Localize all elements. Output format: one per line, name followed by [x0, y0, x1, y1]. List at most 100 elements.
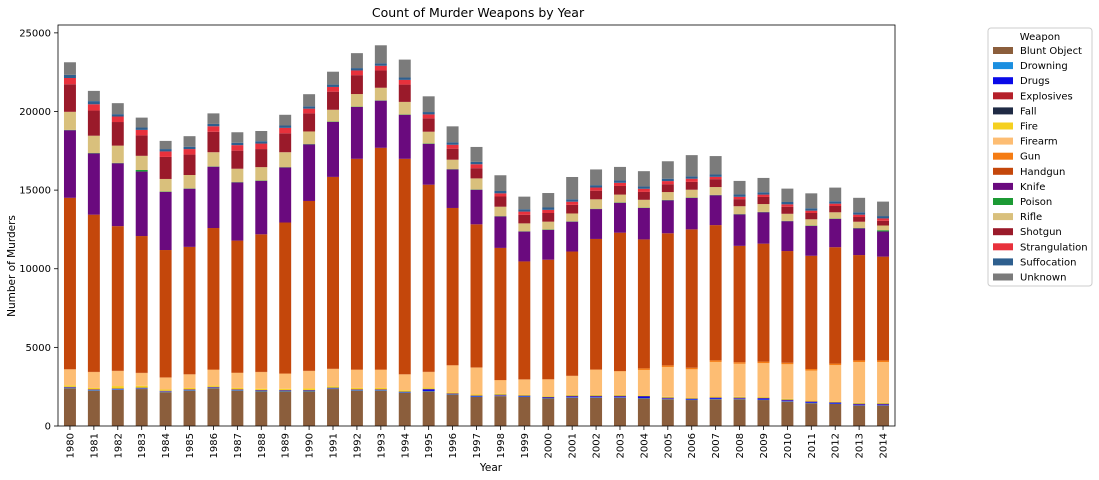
bar-segment-suffocation-2007 [709, 174, 722, 177]
legend-label-blunt-object: Blunt Object [1020, 46, 1082, 57]
x-tick-label: 1984 [161, 433, 172, 458]
bar-segment-suffocation-1997 [470, 161, 483, 165]
bar-segment-unknown-1997 [470, 146, 483, 162]
bar-segment-drugs-2004 [637, 396, 650, 399]
bar-segment-gun-2006 [685, 367, 698, 370]
bar-segment-handgun-2009 [757, 243, 770, 362]
bar-segment-knife-2011 [805, 225, 818, 256]
bar-segment-shotgun-1988 [255, 149, 268, 168]
x-tick-label: 1990 [305, 433, 316, 458]
bar-segment-handgun-1985 [183, 246, 196, 375]
x-tick-label: 2007 [711, 433, 722, 458]
bars-group [63, 45, 890, 426]
bar-segment-suffocation-2011 [805, 208, 818, 211]
bar-segment-rifle-2009 [757, 204, 770, 212]
bar-segment-rifle-1992 [350, 94, 363, 107]
bar-segment-handgun-2004 [637, 239, 650, 369]
bar-segment-strangulation-1997 [470, 164, 483, 169]
bar-segment-suffocation-1996 [446, 142, 459, 145]
bar-segment-suffocation-1986 [207, 123, 220, 127]
legend-swatch-unknown [993, 273, 1013, 281]
legend-swatch-drowning [993, 62, 1013, 70]
bar-segment-fire-1981 [87, 387, 100, 390]
bar-segment-blunt-object-2005 [661, 399, 674, 426]
bar-segment-shotgun-2014 [877, 220, 890, 226]
bar-segment-handgun-2002 [590, 238, 603, 370]
bar-segment-shotgun-2012 [829, 206, 842, 213]
y-tick-label: 25000 [19, 28, 51, 39]
bar-segment-drugs-2001 [566, 396, 579, 398]
bar-segment-fire-1998 [494, 393, 507, 395]
legend-swatch-blunt-object [993, 47, 1013, 54]
x-tick-label: 2001 [568, 433, 579, 458]
bar-segment-fire-2012 [829, 401, 842, 403]
bar-segment-fire-2008 [733, 396, 746, 398]
bar-segment-shotgun-2011 [805, 213, 818, 220]
bar-segment-knife-1987 [231, 182, 244, 241]
x-tick-label: 2013 [855, 433, 866, 458]
bar-segment-firearm-1989 [279, 373, 292, 389]
bar-segment-unknown-1992 [350, 53, 363, 69]
bar-segment-blunt-object-1981 [87, 390, 100, 426]
bar-segment-shotgun-2003 [614, 185, 626, 195]
bar-segment-rifle-1987 [231, 168, 244, 183]
bar-segment-firearm-2007 [709, 361, 722, 397]
bar-segment-firearm-2005 [661, 366, 674, 397]
bar-segment-strangulation-2008 [733, 196, 746, 200]
bar-segment-strangulation-1996 [446, 144, 459, 149]
x-tick-label: 1982 [113, 433, 124, 458]
bar-segment-shotgun-1991 [327, 91, 339, 110]
legend-swatch-handgun [993, 167, 1013, 175]
bar-segment-rifle-1991 [327, 109, 339, 122]
legend-swatch-poison [993, 198, 1013, 205]
bar-segment-rifle-2005 [661, 192, 674, 200]
x-tick-label: 2010 [783, 433, 794, 458]
bar-segment-fire-2010 [781, 398, 794, 400]
legend-label-fire: Fire [1020, 122, 1038, 133]
bar-segment-handgun-1999 [518, 261, 531, 380]
legend-swatch-fall [993, 107, 1013, 115]
bar-segment-fire-1984 [159, 389, 172, 391]
x-tick-label: 1981 [89, 433, 100, 458]
bar-segment-knife-2010 [781, 221, 794, 252]
bar-segment-strangulation-1991 [327, 86, 339, 92]
bar-segment-drugs-2007 [709, 397, 722, 399]
bar-segment-handgun-2006 [685, 229, 698, 368]
bar-segment-shotgun-2008 [733, 199, 746, 207]
bar-segment-strangulation-1989 [279, 127, 292, 134]
bar-segment-suffocation-2006 [685, 176, 698, 179]
bar-segment-rifle-1994 [398, 101, 411, 115]
bar-segment-suffocation-1993 [374, 63, 387, 66]
x-tick-label: 1993 [376, 433, 387, 458]
bar-segment-handgun-1994 [398, 158, 411, 375]
legend-label-shotgun: Shotgun [1020, 227, 1062, 238]
bar-segment-unknown-1980 [63, 62, 76, 75]
bar-segment-unknown-1994 [398, 59, 411, 78]
x-axis: 1980 1981 1982 1983 1984 1985 1986 1987 1988 1989… [65, 426, 890, 458]
bar-segment-rifle-1981 [87, 135, 100, 154]
bar-segment-shotgun-2001 [566, 204, 579, 214]
bar-segment-blunt-object-2003 [614, 397, 626, 426]
bar-segment-strangulation-1985 [183, 149, 196, 155]
bar-segment-rifle-1982 [111, 145, 124, 163]
bar-segment-firearm-1986 [207, 369, 220, 386]
bar-segment-strangulation-2011 [805, 210, 818, 213]
bar-segment-firearm-1996 [446, 365, 459, 393]
bar-segment-strangulation-2004 [637, 188, 650, 192]
bar-segment-handgun-2005 [661, 233, 674, 366]
bar-segment-firearm-1998 [494, 380, 507, 394]
bar-segment-handgun-1986 [207, 228, 220, 370]
bar-segment-firearm-2013 [853, 362, 866, 403]
bar-segment-strangulation-1983 [135, 129, 148, 136]
bar-segment-fire-2000 [542, 396, 555, 397]
bar-segment-fire-2009 [757, 396, 770, 398]
bar-segment-fire-1992 [350, 387, 363, 390]
x-tick-label: 1988 [257, 433, 268, 458]
bar-segment-strangulation-2006 [685, 178, 698, 182]
y-tick-label: 0 [45, 422, 51, 433]
bar-segment-blunt-object-2001 [566, 397, 579, 426]
bar-segment-blunt-object-1994 [398, 392, 411, 426]
bar-segment-strangulation-1982 [111, 116, 124, 123]
bar-segment-unknown-2009 [757, 177, 770, 193]
bar-segment-strangulation-1992 [350, 70, 363, 76]
